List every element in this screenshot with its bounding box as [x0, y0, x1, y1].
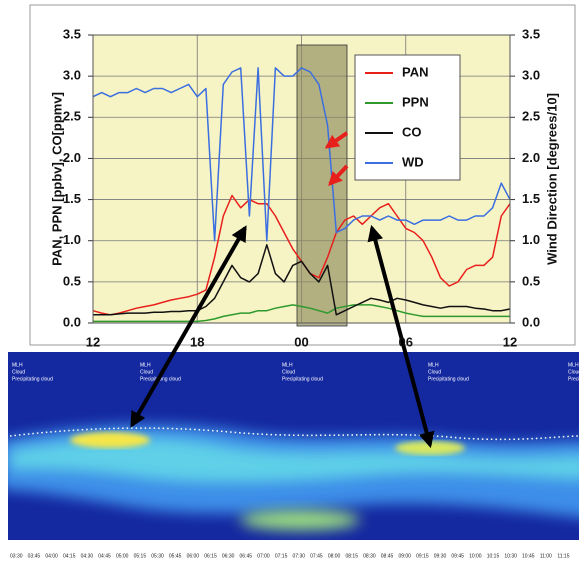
y-tick-label: 3.5	[63, 26, 81, 41]
lidar-time-label: 10:45	[522, 553, 535, 559]
lidar-legend-label: MLH	[568, 362, 579, 368]
lidar-time-label: 07:15	[275, 553, 288, 559]
y-tick-label: 1.5	[63, 191, 81, 206]
lidar-time-label: 04:30	[81, 553, 94, 559]
lidar-time-label: 07:00	[257, 553, 270, 559]
lidar-time-label: 09:30	[434, 553, 447, 559]
x-tick-label: 12	[86, 334, 100, 349]
lidar-legend-label: Precipitating cloud	[568, 376, 579, 382]
legend-entries: PAN PPN CO WD	[365, 64, 429, 169]
lidar-time-label: 03:45	[28, 553, 41, 559]
x-tick-label: 12	[503, 334, 517, 349]
lidar-time-label: 04:00	[45, 553, 58, 559]
lidar-time-label: 06:45	[240, 553, 253, 559]
y-axis-title: PAN, PPN [ppbv], CO[ppmv]	[49, 92, 64, 266]
lidar-layer	[10, 437, 579, 483]
y2-tick-label: 2.5	[522, 109, 540, 124]
x-tick-label: 06	[399, 334, 413, 349]
lidar-time-label: 09:45	[451, 553, 464, 559]
lidar-legend-label: Precipitating cloud	[282, 376, 323, 382]
lidar-time-label: 10:00	[469, 553, 482, 559]
y2-tick-label: 1.0	[522, 232, 540, 247]
lidar-legend-label: MLH	[140, 362, 151, 368]
mlh-line	[9, 427, 579, 441]
y2-tick-label: 0.5	[522, 273, 540, 288]
lidar-legend-label: MLH	[12, 362, 23, 368]
lidar-axis-band	[8, 540, 579, 563]
lidar-legend-label: Precipitating cloud	[428, 376, 469, 382]
lidar-legend-label: Cloud	[12, 369, 25, 375]
lidar-time-label: 05:00	[116, 553, 129, 559]
lidar-time-label: 05:30	[151, 553, 164, 559]
lidar-time-label: 04:15	[63, 553, 76, 559]
y2-tick-label: 0.0	[522, 314, 540, 329]
legend-label: PAN	[402, 64, 428, 79]
link-arrow	[367, 224, 435, 449]
legend-label: CO	[402, 124, 422, 139]
y-tick-label: 0.0	[63, 314, 81, 329]
lidar-legend-label: MLH	[428, 362, 439, 368]
lidar-time-label: 08:30	[363, 553, 376, 559]
lidar-time-label: 08:15	[345, 553, 358, 559]
plot-border	[92, 34, 511, 324]
x-tick-label: 18	[190, 334, 204, 349]
y2-tick-label: 3.5	[522, 26, 540, 41]
y2-tick-label: 2.0	[522, 150, 540, 165]
lidar-legend-label: Cloud	[282, 369, 295, 375]
lidar-time-label: 09:00	[398, 553, 411, 559]
lidar-time-label: 11:15	[557, 553, 569, 559]
lidar-time-label: 05:45	[169, 553, 182, 559]
lidar-time-label: 08:45	[381, 553, 394, 559]
annotation-arrow	[324, 131, 349, 149]
y2-tick-label: 1.5	[522, 191, 540, 206]
lidar-time-label: 03:30	[10, 553, 23, 559]
lidar-hotspot	[70, 432, 150, 448]
x-tick-label: 00	[294, 334, 308, 349]
lidar-time-label: 10:30	[504, 553, 517, 559]
legend-label: PPN	[402, 94, 429, 109]
link-arrow	[130, 225, 247, 428]
lidar-time-label: 07:30	[293, 553, 306, 559]
lidar-time-label: 04:45	[98, 553, 111, 559]
y2-axis-title: Wind Direction [degrees/10]	[544, 93, 559, 265]
lidar-time-label: 11:00	[540, 553, 552, 559]
lidar-legend-label: Precipitating cloud	[12, 376, 53, 382]
lidar-hotspot	[240, 510, 360, 530]
lidar-time-label: 06:00	[187, 553, 200, 559]
lidar-legend-label: Cloud	[140, 369, 153, 375]
lidar-time-label: 06:15	[204, 553, 217, 559]
series-line	[92, 67, 511, 242]
y-tick-label: 2.0	[63, 150, 81, 165]
y2-tick-label: 3.0	[522, 68, 540, 83]
annotation-arrow	[328, 164, 349, 187]
lidar-time-label: 07:45	[310, 553, 323, 559]
lidar-time-label: 10:15	[487, 553, 500, 559]
legend	[354, 54, 461, 181]
lidar-legend-label: Cloud	[428, 369, 441, 375]
lidar-time-label: 08:00	[328, 553, 341, 559]
legend-label: WD	[402, 154, 424, 169]
lidar-image	[8, 352, 579, 563]
lidar-time-label: 09:15	[416, 553, 429, 559]
y-tick-label: 0.5	[63, 273, 81, 288]
highlight-window	[296, 44, 348, 327]
lidar-legend-label: MLH	[282, 362, 293, 368]
y-tick-label: 1.0	[63, 232, 81, 247]
lidar-legend-label: Cloud	[568, 369, 579, 375]
lidar-time-label: 05:15	[134, 553, 147, 559]
y-tick-label: 2.5	[63, 109, 81, 124]
lidar-time-label: 06:30	[222, 553, 235, 559]
y-tick-label: 3.0	[63, 68, 81, 83]
